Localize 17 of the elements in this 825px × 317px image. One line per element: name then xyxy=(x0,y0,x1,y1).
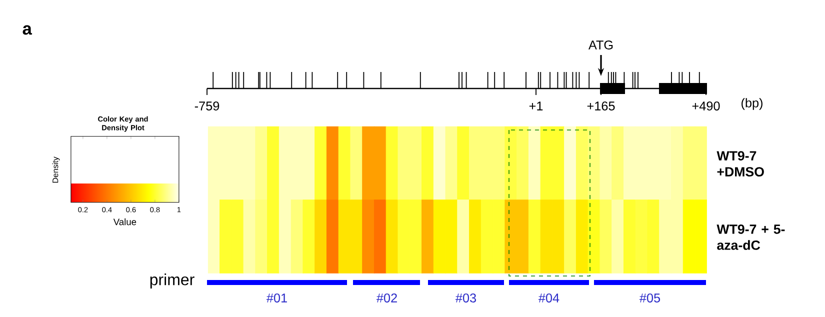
text: ATG xyxy=(588,40,613,50)
y2-tick-label: WT9-7 +DMSO xyxy=(716,151,764,177)
text: -759 xyxy=(194,102,220,110)
text: #04 xyxy=(538,294,560,302)
text: a xyxy=(22,25,32,35)
text: +1 xyxy=(529,102,543,110)
text: +490 xyxy=(692,102,720,110)
text: (bp) xyxy=(742,98,762,110)
text: #03 xyxy=(456,294,476,302)
text: +165 xyxy=(587,102,615,110)
text: primer xyxy=(150,274,194,288)
text: #05 xyxy=(639,294,660,302)
text: Density xyxy=(52,156,60,183)
color-bar-title: Value xyxy=(113,218,136,226)
text: #02 xyxy=(376,294,397,302)
y2-tick-label: WT9-7 + 5-aza-dC xyxy=(716,224,785,250)
text: #01 xyxy=(266,294,287,302)
